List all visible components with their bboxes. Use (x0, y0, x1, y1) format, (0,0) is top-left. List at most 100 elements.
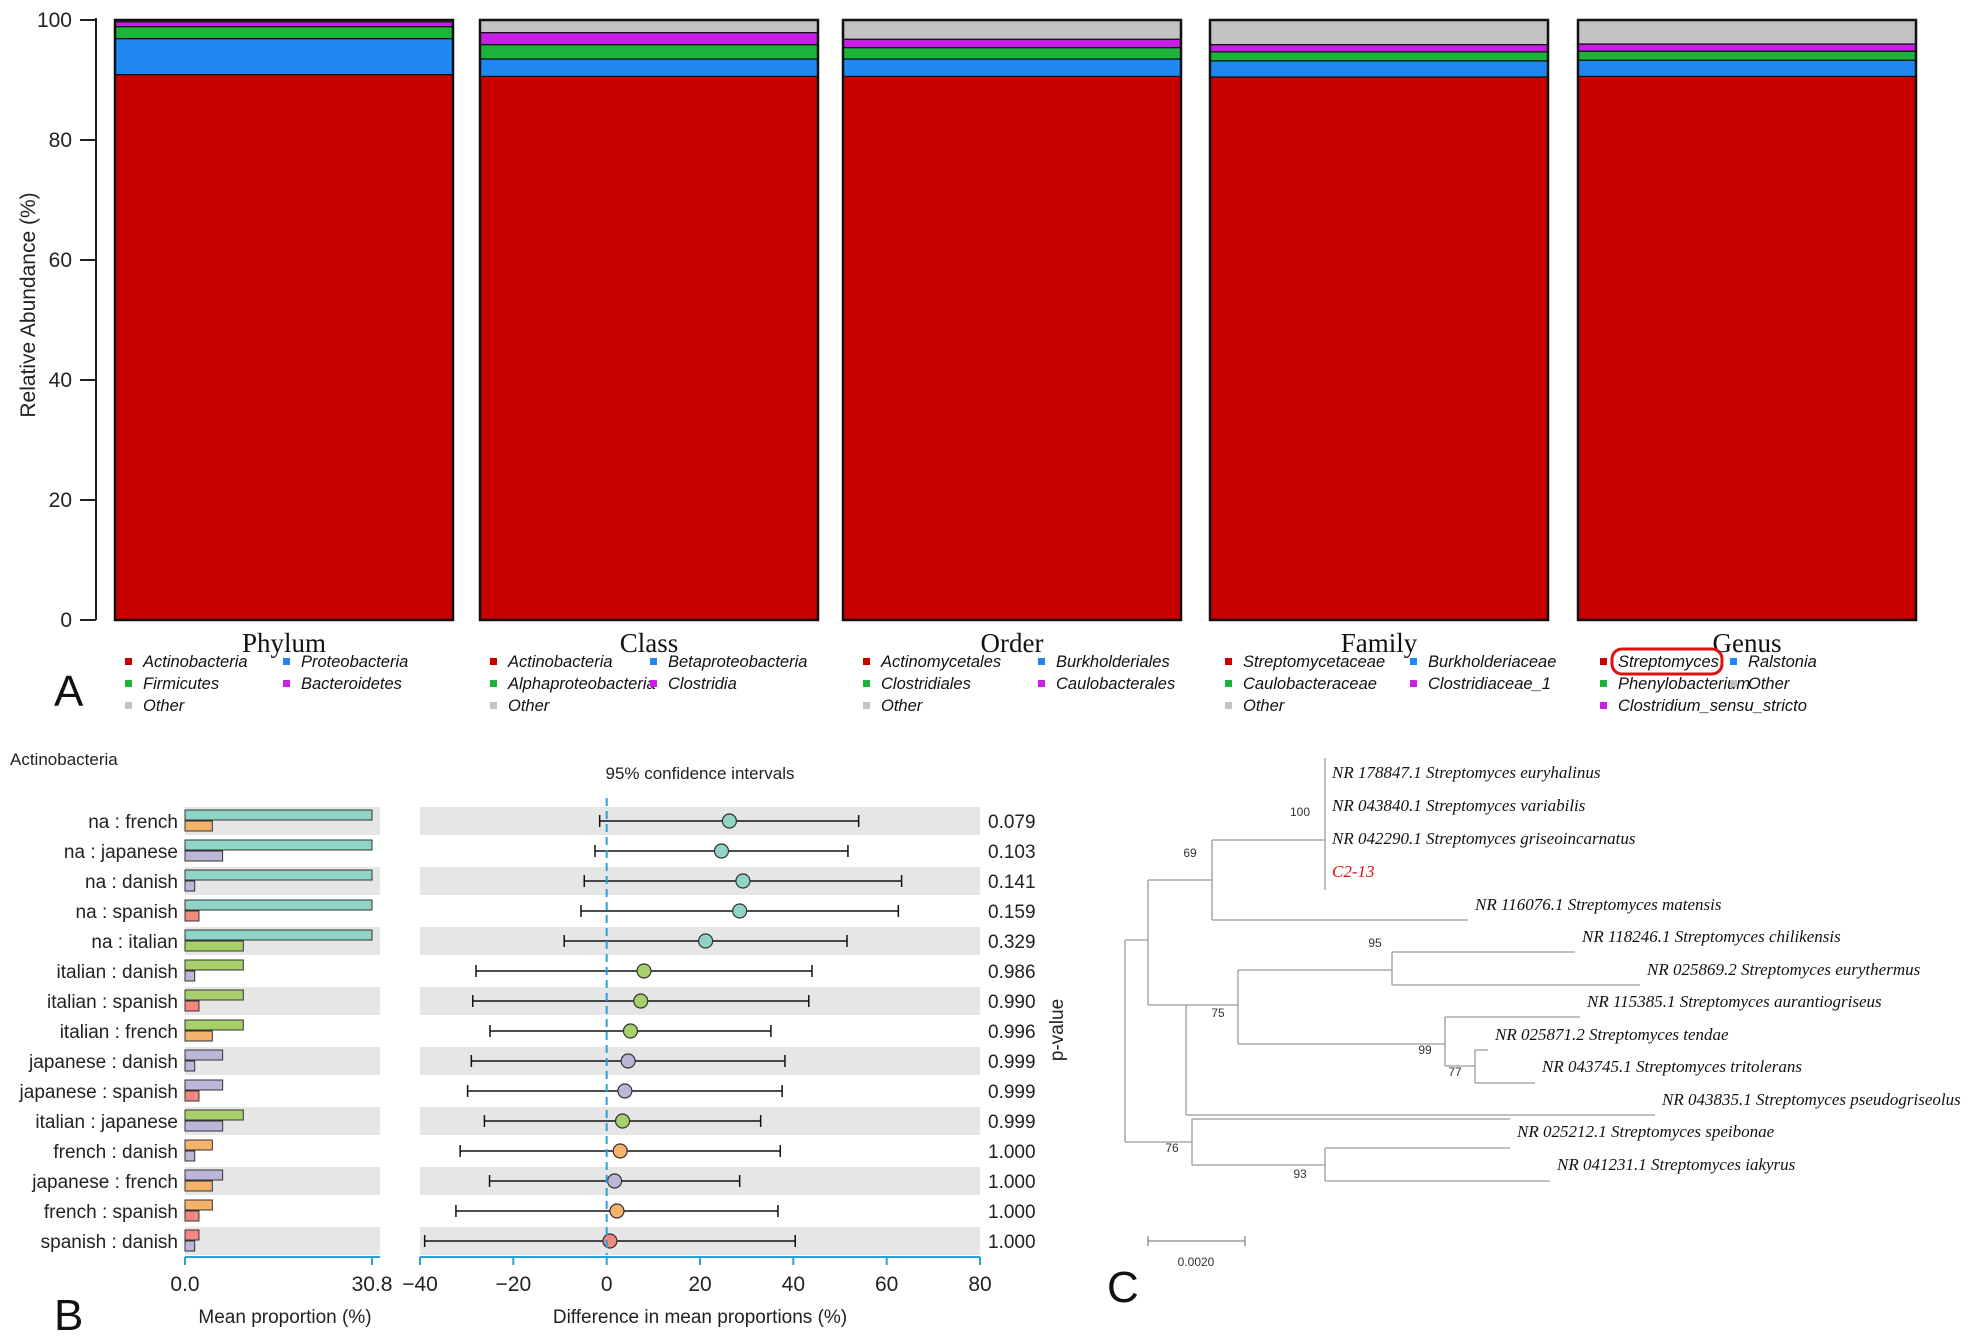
mean-bar-spanish (184, 1210, 200, 1222)
tree-leaf-nr-043840-1-streptomyces-variabilis: NR 043840.1 Streptomyces variabilis (1331, 796, 1586, 815)
bootstrap-value: 99 (1418, 1043, 1432, 1057)
legend-label-burkholderiales: Burkholderiales (1056, 653, 1170, 671)
panel-c-phylogenetic-tree: NR 178847.1 Streptomyces euryhalinus NR 0… (1124, 758, 1961, 1269)
legend-swatch-other (490, 702, 497, 709)
legend-swatch-bacteroidetes (283, 680, 290, 687)
ci-point (617, 1083, 633, 1099)
bar-segment-order-clostridiales (842, 46, 1182, 60)
y-tick-label: 60 (49, 249, 72, 272)
rank-label-class: Class (620, 628, 679, 658)
tree-leaf-nr-041231-1-streptomyces-iakyrus: NR 041231.1 Streptomyces iakyrus (1556, 1155, 1796, 1174)
bar-segment-class-actinobacteria (479, 75, 819, 621)
ci-point (614, 1113, 631, 1129)
ci-title: 95% confidence intervals (605, 764, 794, 783)
legend-label-firmicutes: Firmicutes (143, 675, 219, 693)
p-value: 1.000 (988, 1172, 1036, 1193)
tree-leaf-nr-043745-1-streptomyces-tritolerans: NR 043745.1 Streptomyces tritolerans (1541, 1057, 1802, 1076)
bar-segment-class-clostridia (479, 31, 819, 46)
legend-swatch-ralstonia (1730, 658, 1737, 665)
mean-bar-italian (184, 940, 244, 952)
bar-outline-phylum (113, 18, 455, 622)
mean-bar-italian (184, 989, 244, 1001)
bar-segment-class-other (479, 19, 819, 34)
legend-swatch-proteobacteria (283, 658, 290, 665)
rank-label-family: Family (1341, 628, 1418, 658)
diff-x-tick-label: 60 (875, 1273, 898, 1296)
pair-label: na : danish (85, 872, 178, 893)
panel-letter-a: A (54, 667, 84, 716)
bootstrap-value: 75 (1211, 1006, 1225, 1020)
bar-segment-class-betaproteobacteria (479, 58, 819, 77)
y-tick-label: 40 (49, 369, 72, 392)
mean-bar-na (184, 899, 373, 911)
ci-point (609, 1203, 625, 1219)
ci-point (735, 873, 751, 889)
bar-segment-family-caulobacteraceae (1209, 51, 1549, 62)
y-tick-label: 20 (49, 489, 72, 512)
p-value: 0.999 (988, 1052, 1036, 1073)
mean-bar-japanese (184, 1079, 224, 1091)
mean-bar-spanish (184, 910, 200, 922)
bar-segment-phylum-actinobacteria (114, 73, 454, 621)
legend-swatch-firmicutes (125, 680, 132, 687)
bar-segment-order-other (842, 19, 1182, 40)
bar-segment-genus-phenylobacterium (1577, 50, 1917, 61)
rank-label-phylum: Phylum (242, 628, 326, 658)
y-tick-label: 80 (49, 129, 72, 152)
tree-leaf-nr-178847-1-streptomyces-euryhalinus: NR 178847.1 Streptomyces euryhalinus (1331, 763, 1601, 782)
p-value: 0.103 (988, 842, 1036, 863)
diff-x-tick-label: 20 (688, 1273, 711, 1296)
p-value: 0.999 (988, 1082, 1036, 1103)
legend-label-actinobacteria: Actinobacteria (507, 653, 613, 671)
y-tick-label: 0 (60, 609, 72, 632)
mean-bar-danish (184, 1060, 196, 1072)
mean-bar-spanish (184, 1090, 200, 1102)
diff-x-tick-label: −20 (496, 1273, 532, 1296)
legend-label-phenylobacterium: Phenylobacterium (1618, 675, 1750, 693)
mean-bar-italian (184, 1109, 244, 1121)
mean-bar-japanese (184, 850, 224, 862)
bar-outline-genus (1576, 18, 1918, 622)
pair-label: italian : danish (57, 962, 178, 983)
bootstrap-value: 93 (1293, 1167, 1307, 1181)
ci-point (713, 843, 730, 859)
legend-swatch-other (125, 702, 132, 709)
bar-segment-order-caulobacterales (842, 38, 1182, 49)
mean-bar-japanese (184, 1169, 224, 1181)
ci-point (622, 1023, 639, 1039)
p-value-axis-title: p-value (1047, 999, 1068, 1061)
rank-label-order: Order (981, 628, 1044, 658)
p-value: 1.000 (988, 1202, 1036, 1223)
legend-label-clostridia: Clostridia (668, 675, 737, 693)
bar-segment-order-burkholderiales (842, 58, 1182, 77)
p-value: 1.000 (988, 1232, 1036, 1253)
legend-label-caulobacterales: Caulobacterales (1056, 675, 1175, 693)
tree-leaf-nr-025871-2-streptomyces-tendae: NR 025871.2 Streptomyces tendae (1494, 1025, 1729, 1044)
mean-bar-french (184, 820, 213, 832)
legend-swatch-clostridiaceae-1 (1410, 680, 1417, 687)
bootstrap-value: 100 (1290, 805, 1310, 819)
legend-label-clostridiales: Clostridiales (881, 675, 971, 693)
panel-letter-b: B (54, 1291, 83, 1340)
bar-segment-genus-other (1577, 19, 1917, 45)
legend-swatch-caulobacterales (1038, 680, 1045, 687)
tree-leaf-nr-025212-1-streptomyces-speibonae: NR 025212.1 Streptomyces speibonae (1516, 1122, 1775, 1141)
tree-leaf-nr-042290-1-streptomyces-griseoincarnatus: NR 042290.1 Streptomyces griseoincarnatu… (1331, 829, 1636, 848)
bootstrap-value: 69 (1183, 846, 1197, 860)
bar-segment-phylum-proteobacteria (114, 37, 454, 76)
legend-swatch-other (1225, 702, 1232, 709)
legend-label-clostridiaceae-1: Clostridiaceae_1 (1428, 675, 1551, 693)
mean-x-tick-label: 0.0 (170, 1273, 199, 1296)
tree-leaf-nr-118246-1-streptomyces-chilikensis: NR 118246.1 Streptomyces chilikensis (1581, 927, 1841, 946)
legend-label-actinobacteria: Actinobacteria (142, 653, 248, 671)
ci-point (732, 903, 748, 919)
legend-label-clostridium-sensu-stricto: Clostridium_sensu_stricto (1618, 697, 1807, 715)
bar-segment-class-alphaproteobacteria (479, 43, 819, 60)
legend-label-other: Other (1243, 697, 1286, 715)
mean-bar-danish (184, 970, 196, 982)
highlight-ring (1610, 647, 1724, 676)
bar-segment-family-other (1209, 19, 1549, 46)
pair-label: na : spanish (76, 902, 178, 923)
diff-x-axis-title: Difference in mean proportions (%) (553, 1307, 847, 1328)
